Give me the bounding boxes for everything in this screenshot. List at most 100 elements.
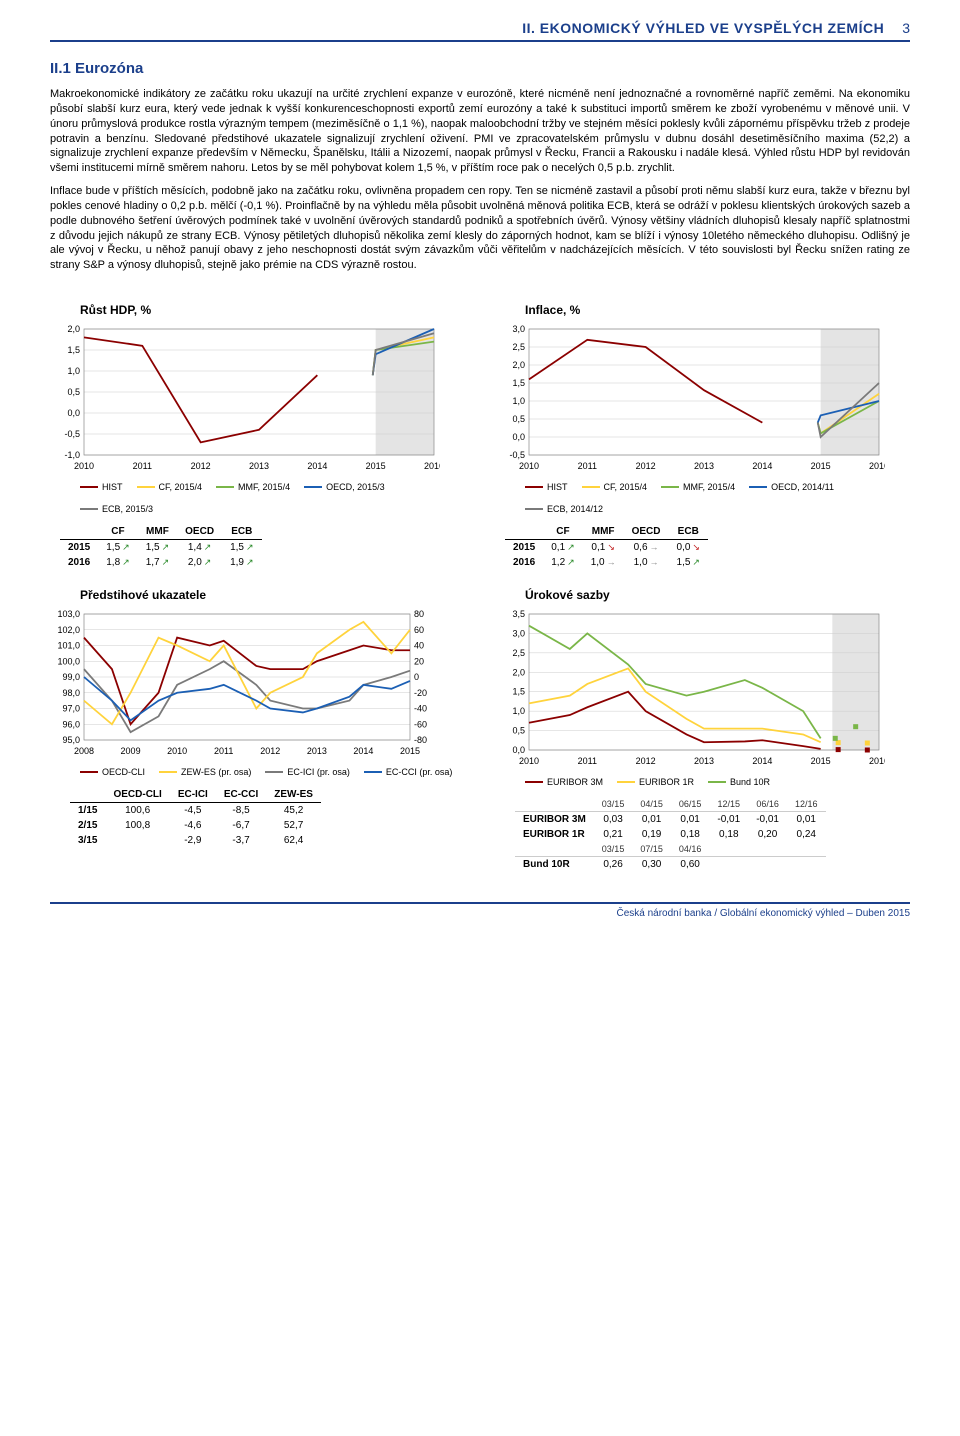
svg-text:1,0: 1,0: [67, 366, 80, 376]
legend-item: Bund 10R: [708, 777, 770, 787]
inflation-chart-block: Inflace, % -0,50,00,51,01,52,02,53,02010…: [495, 303, 910, 570]
svg-text:2015: 2015: [811, 756, 831, 766]
svg-text:1,0: 1,0: [512, 706, 525, 716]
svg-text:2015: 2015: [400, 746, 420, 756]
svg-text:2010: 2010: [74, 461, 94, 471]
svg-text:2008: 2008: [74, 746, 94, 756]
svg-text:0,5: 0,5: [67, 387, 80, 397]
legend-item: EC-CCI (pr. osa): [364, 767, 453, 777]
svg-text:2011: 2011: [578, 461, 597, 471]
legend-item: HIST: [525, 482, 568, 492]
svg-text:2,0: 2,0: [512, 360, 525, 370]
svg-text:0,5: 0,5: [512, 414, 525, 424]
leading-chart-block: Předstihové ukazatele 95,0 96,0 97,0 98,0 99…: [50, 588, 465, 872]
svg-text:2013: 2013: [307, 746, 327, 756]
svg-text:2011: 2011: [578, 756, 597, 766]
inflation-chart-title: Inflace, %: [525, 303, 910, 317]
svg-text:2015: 2015: [811, 461, 831, 471]
svg-text:3,0: 3,0: [512, 629, 525, 639]
header-title: II. EKONOMICKÝ VÝHLED VE VYSPĚLÝCH ZEMÍC…: [522, 20, 884, 36]
svg-text:2009: 2009: [121, 746, 141, 756]
charts-grid: Růst HDP, % -1,0-0,50,00,51,01,52,020102…: [50, 303, 910, 872]
svg-text:101,0: 101,0: [57, 641, 80, 651]
rates-table: 03/1504/1506/1512/1506/1612/16EURIBOR 3M…: [515, 797, 826, 872]
svg-text:2012: 2012: [636, 461, 656, 471]
leading-chart-title: Předstihové ukazatele: [80, 588, 465, 602]
paragraph-2: Inflace bude v příštích měsících, podobn…: [50, 184, 910, 273]
leading-chart: 95,0 96,0 97,0 98,0 99,0 100,0 101,0 102,0 103,0…: [50, 608, 465, 761]
svg-text:-0,5: -0,5: [64, 429, 80, 439]
svg-text:80: 80: [414, 609, 424, 619]
svg-text:2,5: 2,5: [512, 342, 525, 352]
inflation-chart: -0,50,00,51,01,52,02,53,0201020112012201…: [495, 323, 910, 476]
legend-item: MMF, 2015/4: [661, 482, 735, 492]
legend-item: ECB, 2015/3: [80, 504, 153, 514]
svg-text:95,0: 95,0: [62, 735, 80, 745]
rates-chart: 0,00,51,01,52,02,53,03,52010201120122013…: [495, 608, 910, 771]
svg-text:0,0: 0,0: [67, 408, 80, 418]
rates-legend: EURIBOR 3MEURIBOR 1RBund 10R: [525, 777, 910, 787]
svg-text:60: 60: [414, 625, 424, 635]
svg-text:103,0: 103,0: [57, 609, 80, 619]
gdp-chart-title: Růst HDP, %: [80, 303, 465, 317]
page-number: 3: [902, 20, 910, 36]
svg-text:2014: 2014: [752, 461, 772, 471]
svg-text:20: 20: [414, 656, 424, 666]
svg-text:2,5: 2,5: [512, 648, 525, 658]
svg-text:2010: 2010: [519, 461, 539, 471]
legend-item: EC-ICI (pr. osa): [265, 767, 350, 777]
svg-text:2010: 2010: [167, 746, 187, 756]
gdp-chart-block: Růst HDP, % -1,0-0,50,00,51,01,52,020102…: [50, 303, 465, 570]
svg-text:40: 40: [414, 641, 424, 651]
svg-text:3,5: 3,5: [512, 609, 525, 619]
svg-text:-1,0: -1,0: [64, 450, 80, 460]
leading-legend: OECD-CLIZEW-ES (pr. osa)EC-ICI (pr. osa)…: [80, 767, 465, 777]
legend-item: OECD, 2015/3: [304, 482, 385, 492]
svg-text:2012: 2012: [191, 461, 211, 471]
legend-item: HIST: [80, 482, 123, 492]
svg-text:2012: 2012: [636, 756, 656, 766]
gdp-chart: -1,0-0,50,00,51,01,52,020102011201220132…: [50, 323, 465, 476]
svg-text:0,5: 0,5: [512, 726, 525, 736]
svg-text:1,0: 1,0: [512, 396, 525, 406]
svg-text:-40: -40: [414, 704, 427, 714]
svg-text:-20: -20: [414, 688, 427, 698]
svg-text:98,0: 98,0: [62, 688, 80, 698]
svg-text:100,0: 100,0: [57, 656, 80, 666]
svg-text:-80: -80: [414, 735, 427, 745]
svg-text:2016: 2016: [424, 461, 440, 471]
rates-chart-block: Úrokové sazby 0,00,51,01,52,02,53,03,520…: [495, 588, 910, 872]
svg-text:102,0: 102,0: [57, 625, 80, 635]
svg-text:2011: 2011: [133, 461, 152, 471]
inflation-legend: HISTCF, 2015/4MMF, 2015/4OECD, 2014/11EC…: [525, 482, 910, 514]
gdp-forecast-table: CFMMFOECDECB20151,51,51,41,520161,81,72,…: [60, 524, 262, 570]
svg-text:2012: 2012: [260, 746, 280, 756]
svg-text:0,0: 0,0: [512, 745, 525, 755]
svg-text:2014: 2014: [307, 461, 327, 471]
svg-text:2013: 2013: [694, 756, 714, 766]
svg-text:99,0: 99,0: [62, 672, 80, 682]
svg-text:97,0: 97,0: [62, 704, 80, 714]
svg-text:96,0: 96,0: [62, 719, 80, 729]
legend-item: ZEW-ES (pr. osa): [159, 767, 251, 777]
svg-text:2013: 2013: [249, 461, 269, 471]
svg-text:-0,5: -0,5: [509, 450, 525, 460]
svg-text:2011: 2011: [214, 746, 233, 756]
svg-text:0: 0: [414, 672, 419, 682]
page-header: II. EKONOMICKÝ VÝHLED VE VYSPĚLÝCH ZEMÍC…: [50, 20, 910, 42]
svg-text:2016: 2016: [869, 461, 885, 471]
svg-text:2,0: 2,0: [512, 667, 525, 677]
leading-table: OECD-CLIEC-ICIEC-CCIZEW-ES1/15100,6-4,5-…: [70, 787, 321, 848]
svg-text:1,5: 1,5: [512, 378, 525, 388]
svg-text:2016: 2016: [869, 756, 885, 766]
section-heading: II.1 Eurozóna: [50, 60, 910, 77]
legend-item: ECB, 2014/12: [525, 504, 603, 514]
svg-text:2015: 2015: [366, 461, 386, 471]
svg-text:0,0: 0,0: [512, 432, 525, 442]
svg-text:2014: 2014: [752, 756, 772, 766]
page-footer: Česká národní banka / Globální ekonomick…: [50, 902, 910, 919]
legend-item: CF, 2015/4: [137, 482, 203, 492]
legend-item: CF, 2015/4: [582, 482, 648, 492]
svg-text:2013: 2013: [694, 461, 714, 471]
gdp-legend: HISTCF, 2015/4MMF, 2015/4OECD, 2015/3ECB…: [80, 482, 465, 514]
